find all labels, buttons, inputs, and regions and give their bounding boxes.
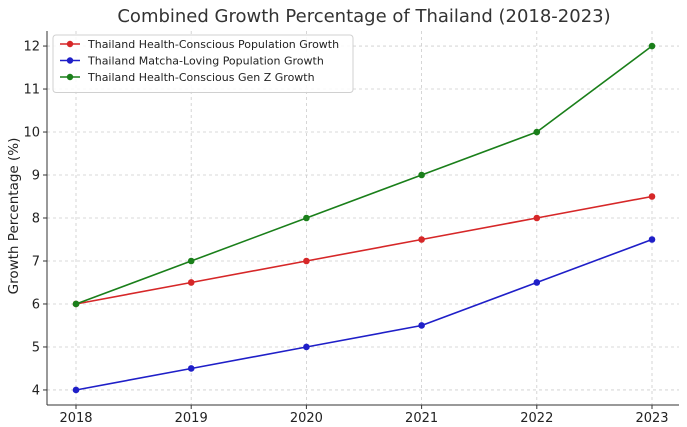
- chart-title: Combined Growth Percentage of Thailand (…: [117, 6, 610, 27]
- y-tick-label: 11: [23, 83, 40, 98]
- data-point: [533, 128, 541, 136]
- y-tick-label: 7: [32, 254, 40, 269]
- data-point: [418, 171, 425, 179]
- series-3: [72, 42, 656, 308]
- data-point: [303, 343, 310, 351]
- series-2: [72, 236, 656, 394]
- y-tick-label: 6: [32, 297, 40, 312]
- legend-swatch-marker: [66, 40, 74, 48]
- data-point: [187, 279, 195, 286]
- data-point: [533, 279, 541, 286]
- x-tick-label: 2023: [635, 411, 668, 426]
- data-point: [418, 322, 425, 329]
- legend-item: Thailand Health-Conscious Population Gro…: [60, 38, 339, 51]
- legend-item: Thailand Matcha-Loving Population Growth: [60, 55, 324, 68]
- series-lines: [72, 42, 656, 394]
- x-tick-label: 2020: [290, 411, 323, 426]
- legend-label: Thailand Health-Conscious Gen Z Growth: [87, 71, 315, 84]
- x-tick-label: 2021: [405, 411, 438, 426]
- legend-label: Thailand Health-Conscious Population Gro…: [87, 38, 339, 51]
- y-axis-label: Growth Percentage (%): [6, 138, 22, 295]
- data-point: [187, 365, 195, 372]
- tick-labels: 4 5 6 7 8 9 10 11 12 2018 2019 2020 2021 2022 2023: [23, 40, 668, 426]
- data-point: [303, 214, 310, 222]
- data-point: [72, 300, 80, 308]
- data-point: [648, 193, 656, 200]
- legend-swatch-marker: [66, 57, 74, 64]
- data-point: [303, 257, 310, 265]
- series-line: [75, 45, 653, 305]
- data-point: [187, 257, 195, 265]
- legend-swatch-marker: [66, 73, 74, 81]
- series-1: [72, 193, 656, 308]
- x-tick-label: 2022: [520, 411, 553, 426]
- legend-box: [52, 34, 354, 93]
- y-tick-label: 5: [32, 340, 40, 355]
- data-point: [648, 42, 656, 50]
- series-line: [75, 195, 653, 305]
- data-point: [648, 236, 656, 243]
- legend-label: Thailand Matcha-Loving Population Growth: [87, 55, 324, 68]
- y-tick-label: 4: [32, 383, 40, 398]
- y-tick-label: 10: [23, 126, 40, 141]
- legend-item: Thailand Health-Conscious Gen Z Growth: [60, 71, 315, 84]
- x-tick-label: 2019: [175, 411, 208, 426]
- y-tick-label: 8: [32, 212, 40, 227]
- axes: [43, 31, 679, 409]
- data-point: [72, 386, 80, 394]
- data-point: [533, 214, 541, 222]
- legend: Thailand Health-Conscious Population Gro…: [52, 34, 354, 93]
- data-point: [418, 236, 425, 243]
- x-tick-label: 2018: [59, 411, 92, 426]
- series-line: [75, 238, 653, 391]
- y-tick-label: 12: [23, 40, 40, 55]
- y-tick-label: 9: [32, 169, 40, 184]
